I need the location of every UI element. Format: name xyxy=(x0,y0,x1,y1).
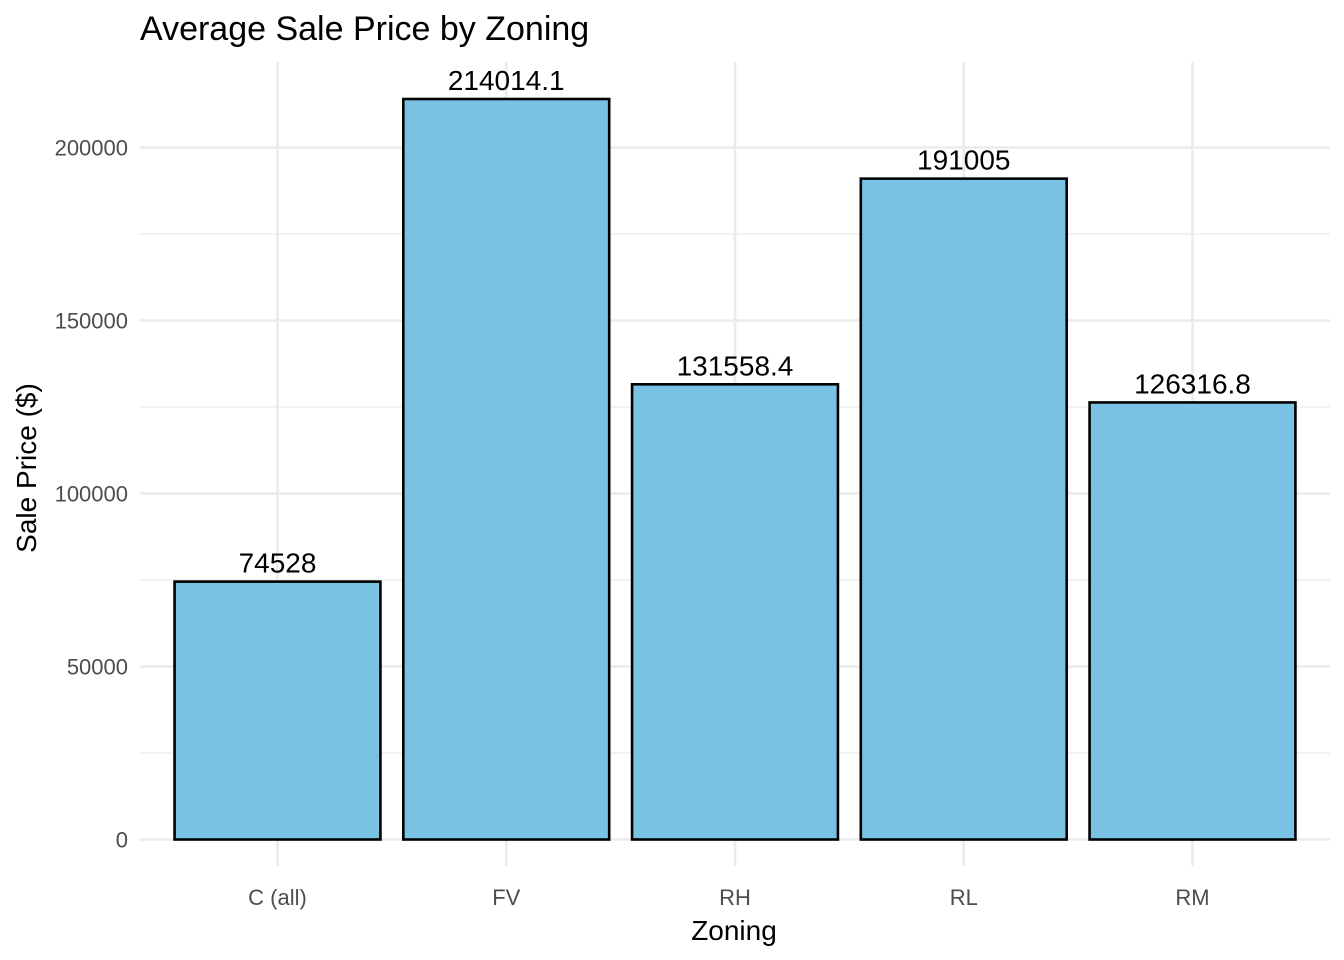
bar-c-all xyxy=(173,580,382,841)
bar-rm xyxy=(1088,401,1297,841)
bar-fv xyxy=(402,97,611,841)
data-labels: 74528 214014.1 131558.4 191005 126316.8 xyxy=(239,65,1251,579)
bar-rh xyxy=(630,383,840,841)
y-tick-label: 150000 xyxy=(55,309,128,334)
y-axis-title: Sale Price ($) xyxy=(11,383,42,553)
x-tick-label: C (all) xyxy=(248,885,307,910)
chart-title: Average Sale Price by Zoning xyxy=(140,10,589,48)
y-tick-label: 50000 xyxy=(67,655,128,680)
data-label: 74528 xyxy=(239,548,317,579)
data-label: 126316.8 xyxy=(1134,368,1251,399)
y-tick-label: 100000 xyxy=(55,482,128,507)
x-tick-label: RM xyxy=(1175,885,1209,910)
bars xyxy=(173,97,1297,841)
x-axis-title: Zoning xyxy=(691,915,777,946)
bar-rl xyxy=(859,177,1068,841)
data-label: 214014.1 xyxy=(448,65,565,96)
data-label: 191005 xyxy=(917,145,1010,176)
data-label: 131558.4 xyxy=(677,350,794,381)
y-axis-ticks: 0 50000 100000 150000 200000 xyxy=(55,136,128,853)
x-axis-ticks: C (all) FV RH RL RM xyxy=(248,885,1209,910)
x-tick-label: FV xyxy=(492,885,520,910)
y-tick-label: 0 xyxy=(116,828,128,853)
x-tick-label: RH xyxy=(719,885,751,910)
y-tick-label: 200000 xyxy=(55,136,128,161)
x-tick-label: RL xyxy=(950,885,978,910)
